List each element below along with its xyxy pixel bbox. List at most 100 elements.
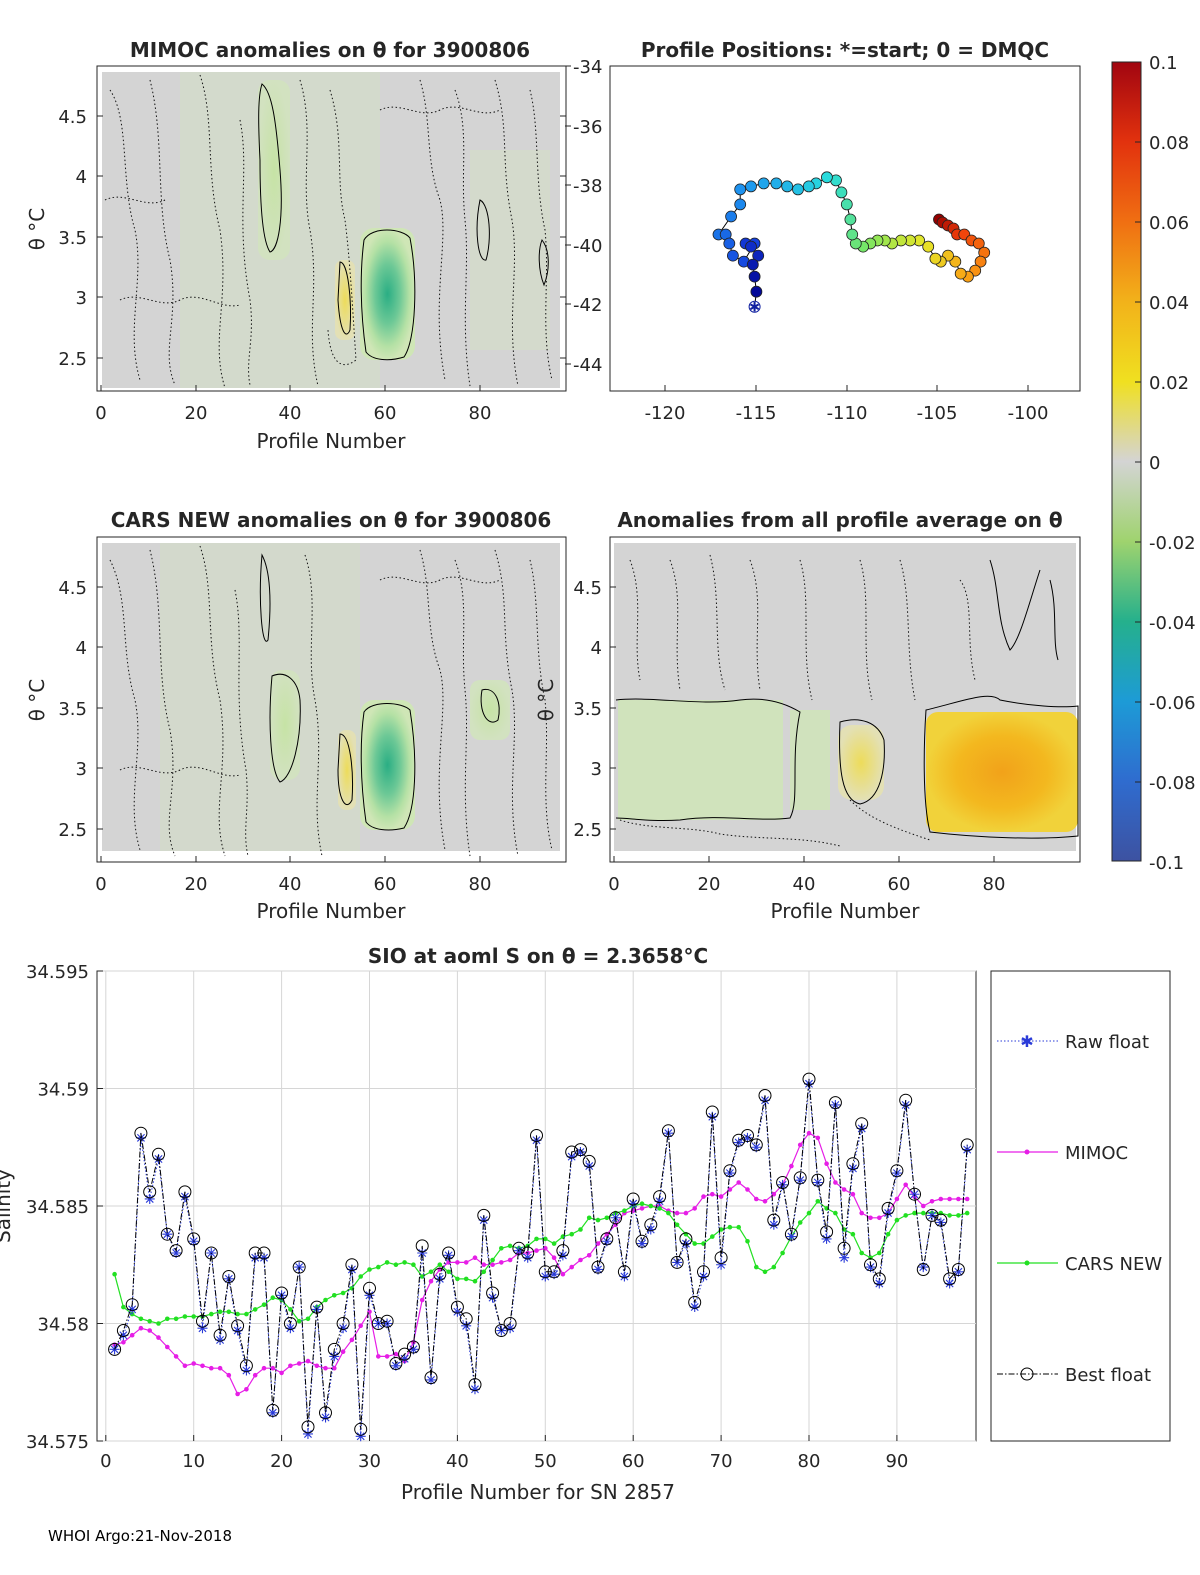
data-point — [314, 1363, 320, 1369]
data-point — [178, 1185, 192, 1199]
salinity-xtick: 60 — [622, 1451, 645, 1472]
data-point — [793, 1171, 807, 1185]
data-point — [217, 1309, 223, 1315]
data-point — [885, 1231, 891, 1237]
data-point — [894, 1217, 900, 1223]
data-point — [674, 1222, 680, 1228]
profile-position-marker — [922, 240, 935, 253]
data-point — [182, 1314, 188, 1319]
data-point — [144, 1193, 155, 1204]
data-point — [469, 1384, 480, 1395]
start-star-icon: ✱ — [749, 301, 760, 316]
data-point — [710, 1191, 715, 1197]
data-point — [507, 1257, 513, 1263]
colorbar-tick: 0.1 — [1149, 53, 1178, 74]
legend: ✱ Raw float MIMOC CARS NEW Best float — [990, 970, 1171, 1442]
data-point — [578, 1257, 583, 1263]
data-point — [741, 1129, 754, 1142]
allavg-yaxis — [610, 586, 616, 830]
data-point — [232, 1325, 243, 1336]
data-point — [654, 1196, 665, 1207]
data-point — [839, 1252, 850, 1263]
data-point — [899, 1093, 913, 1107]
positions-xtick: -115 — [736, 403, 777, 424]
data-point — [419, 1274, 425, 1279]
data-point — [411, 1262, 416, 1267]
data-point — [288, 1307, 293, 1312]
allavg-ytick: 2.5 — [573, 820, 602, 841]
allavg-warm-anomaly — [926, 712, 1078, 832]
data-point — [222, 1270, 236, 1283]
profile-position-marker — [723, 237, 736, 250]
allavg-ytick: 3.5 — [573, 699, 602, 720]
cars-xtick: 80 — [469, 874, 492, 895]
data-point — [538, 1265, 552, 1279]
salinity-title: SIO at aoml S on θ = 2.3658°C — [368, 944, 708, 968]
data-point — [296, 1361, 302, 1366]
data-point — [837, 1241, 851, 1255]
cars-ytick: 2.5 — [58, 820, 87, 841]
data-point — [797, 1220, 803, 1225]
data-point — [191, 1361, 196, 1366]
data-point — [477, 1208, 491, 1222]
data-point — [288, 1363, 293, 1369]
data-point — [921, 1203, 926, 1209]
data-point — [903, 1182, 908, 1188]
data-point — [908, 1187, 921, 1201]
data-point — [786, 1231, 797, 1242]
data-point — [666, 1210, 671, 1216]
positions-panel: -34 -36 -38 -40 -42 -44 -120 -115 -110 -… — [565, 38, 1081, 424]
data-point — [543, 1236, 548, 1242]
salinity-ytick: 34.59 — [37, 1080, 89, 1101]
data-point — [657, 1206, 662, 1211]
data-point — [727, 1224, 733, 1230]
data-point — [267, 1407, 278, 1418]
salinity-xtick: 70 — [710, 1451, 733, 1472]
data-point — [455, 1260, 460, 1265]
data-point — [452, 1306, 463, 1317]
data-point — [953, 1266, 964, 1277]
profile-position-marker — [954, 267, 967, 280]
allavg-xtick: 40 — [793, 874, 816, 895]
data-point — [196, 1314, 209, 1328]
cars-field — [97, 537, 566, 862]
profile-position-marker — [840, 198, 853, 211]
data-point — [850, 1231, 856, 1237]
data-point — [944, 1278, 955, 1289]
data-point — [235, 1311, 240, 1317]
cars-xaxis — [100, 856, 481, 862]
allavg-xtick: 0 — [608, 874, 619, 895]
data-point — [811, 1173, 825, 1187]
data-point — [683, 1210, 689, 1216]
data-point — [859, 1250, 864, 1256]
data-point — [828, 1096, 842, 1110]
data-point — [121, 1304, 126, 1310]
salinity-xlabel: Profile Number for SN 2857 — [401, 1480, 675, 1504]
data-point — [437, 1262, 443, 1267]
data-point — [171, 1248, 182, 1258]
data-point — [604, 1215, 610, 1221]
data-point — [182, 1363, 188, 1369]
data-point — [191, 1314, 196, 1319]
data-point — [200, 1363, 205, 1369]
data-point — [305, 1358, 311, 1364]
data-point — [742, 1132, 753, 1143]
data-point — [505, 1323, 516, 1334]
data-point — [586, 1253, 592, 1258]
positions-xtick: -110 — [827, 403, 868, 424]
salinity-ylabel: Salinity — [0, 1169, 15, 1243]
data-point — [938, 1196, 944, 1202]
data-point — [824, 1161, 829, 1166]
colorbar-tick: -0.04 — [1149, 613, 1196, 634]
data-point — [881, 1201, 895, 1215]
colorbar: 0.1 0.08 0.06 0.04 0.02 0 -0.02 -0.04 -0… — [1111, 53, 1196, 874]
data-point — [443, 1250, 454, 1261]
data-point — [336, 1317, 350, 1330]
data-point — [108, 1342, 122, 1356]
data-point — [705, 1105, 719, 1119]
data-point — [754, 1264, 759, 1270]
mimoc-ylabel: θ °C — [25, 208, 49, 251]
data-point — [600, 1232, 614, 1246]
data-point — [165, 1316, 170, 1322]
